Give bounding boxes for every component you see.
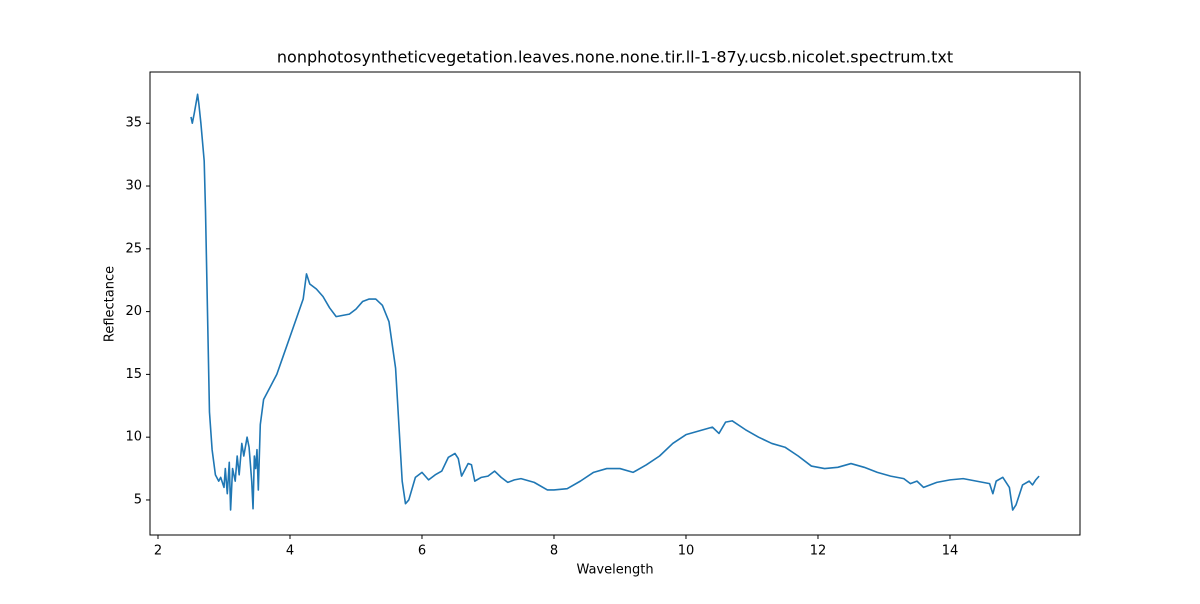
x-tick-label: 12 [810,544,827,559]
y-tick-label: 5 [134,492,142,507]
y-tick-label: 25 [125,241,142,256]
x-tick-label: 6 [418,544,426,559]
y-tick-label: 30 [125,179,142,194]
x-axis-label: Wavelength [576,563,653,578]
y-tick-label: 10 [125,430,142,445]
y-tick-label: 20 [125,304,142,319]
x-tick-label: 4 [286,544,294,559]
chart-title: nonphotosyntheticvegetation.leaves.none.… [277,48,953,67]
plot-frame [149,71,1081,536]
data-line [190,93,1040,511]
x-tick-label: 8 [550,544,558,559]
y-tick-label: 15 [125,367,142,382]
x-tick-label: 10 [678,544,695,559]
y-tick-label: 35 [125,116,142,131]
x-tick-label: 14 [942,544,959,559]
x-tick-label: 2 [154,544,162,559]
y-axis-label: Reflectance [103,266,118,342]
